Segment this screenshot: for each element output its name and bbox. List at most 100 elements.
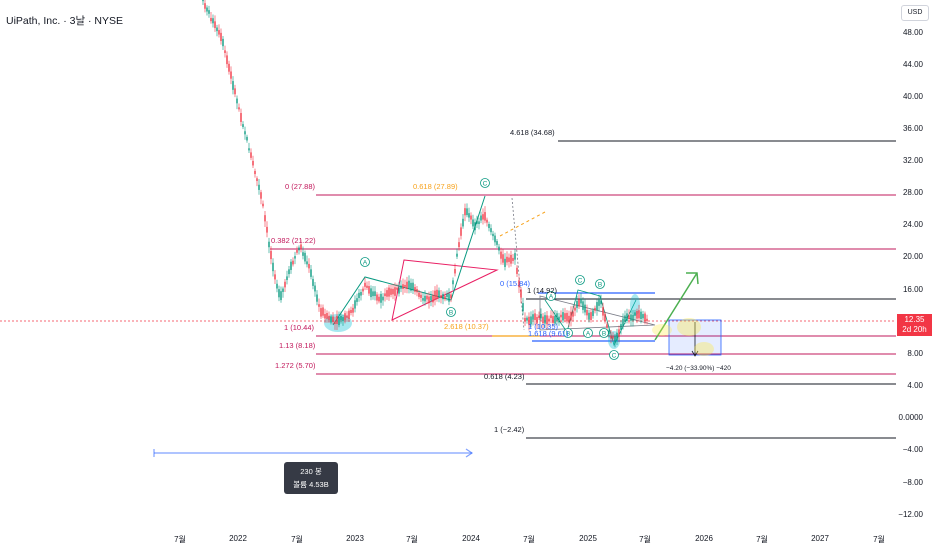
highlight-blob-3 bbox=[652, 324, 672, 336]
time-axis-label: 2022 bbox=[229, 534, 247, 543]
measure-arrowhead bbox=[691, 350, 699, 357]
bars-volume: 볼륨 4.53B bbox=[293, 480, 329, 489]
price-axis-label: 8.00 bbox=[907, 349, 923, 358]
candle-body bbox=[528, 316, 530, 325]
candle-body bbox=[296, 250, 298, 253]
fib-label-1: 1 (10.44) bbox=[284, 323, 315, 332]
candle-body bbox=[240, 113, 242, 122]
candle-body bbox=[364, 282, 366, 287]
candle-body bbox=[338, 317, 340, 326]
candle-body bbox=[220, 32, 222, 42]
candle-body bbox=[526, 317, 528, 321]
candle-body bbox=[398, 287, 400, 294]
candle-body bbox=[382, 296, 384, 301]
candle-body bbox=[562, 312, 564, 321]
candle-body bbox=[566, 312, 568, 322]
price-axis[interactable]: 48.00 44.00 40.00 36.00 32.00 28.00 24.00 20.00… bbox=[896, 0, 932, 522]
currency-button[interactable]: USD bbox=[901, 5, 929, 21]
fib-label-blue-low: 1.618 (9.61) bbox=[528, 329, 569, 338]
fib-label-orange-bottom: 2.618 (10.37) bbox=[444, 322, 489, 331]
candle-body bbox=[226, 55, 228, 65]
candle-body bbox=[244, 131, 246, 135]
candle-body bbox=[582, 301, 584, 310]
price-axis-label: 28.00 bbox=[902, 188, 923, 197]
candle-body bbox=[248, 148, 250, 151]
time-axis[interactable]: 7월 2022 7월 2023 7월 2024 7월 2025 7월 2026 7월 2027 7월 bbox=[0, 528, 896, 550]
candle-body bbox=[418, 292, 420, 297]
candle-body bbox=[256, 178, 258, 182]
candle-body bbox=[392, 288, 394, 295]
candle-body bbox=[314, 285, 316, 292]
candle-body bbox=[618, 329, 620, 337]
candle-body bbox=[636, 310, 638, 319]
candle-body bbox=[510, 254, 512, 264]
fib-label-neg1: 1 (−2.42) bbox=[494, 425, 525, 434]
candle-body bbox=[452, 280, 454, 285]
candle-body bbox=[478, 221, 480, 225]
candle-body bbox=[544, 315, 546, 324]
current-price-label: 12.35 2d 20h bbox=[897, 314, 932, 336]
candle-body bbox=[230, 71, 232, 79]
candle-body bbox=[506, 256, 508, 263]
candle-body bbox=[588, 312, 590, 320]
candle-body bbox=[632, 314, 634, 321]
candle-body bbox=[614, 336, 616, 344]
candle-body bbox=[638, 310, 640, 319]
vertical-dotted-line bbox=[511, 197, 525, 331]
svg-text:A: A bbox=[549, 294, 554, 301]
time-axis-label: 2026 bbox=[695, 534, 713, 543]
candle-body bbox=[204, 3, 206, 9]
candle-body bbox=[470, 215, 472, 220]
candle-body bbox=[540, 313, 542, 319]
chart-canvas[interactable]: A B C A C B B A B C bbox=[0, 0, 896, 522]
candle-body bbox=[444, 296, 446, 300]
candle-body bbox=[330, 316, 332, 323]
time-axis-label: 7월 bbox=[523, 535, 535, 544]
chart-title: UiPath, Inc. · 3날 · NYSE bbox=[6, 15, 124, 27]
candle-body bbox=[546, 315, 548, 325]
svg-text:C: C bbox=[483, 181, 488, 188]
candle-body bbox=[550, 315, 552, 319]
candle-body bbox=[254, 170, 256, 175]
candle-body bbox=[552, 316, 554, 323]
candle-body bbox=[538, 315, 540, 318]
candle-body bbox=[404, 284, 406, 287]
candle-body bbox=[278, 289, 280, 298]
fib-label-0382: 0.382 (21.22) bbox=[271, 236, 316, 245]
candle-body bbox=[602, 306, 604, 316]
price-axis-label: 4.00 bbox=[907, 381, 923, 390]
time-axis-label: 2023 bbox=[346, 534, 364, 543]
candle-body bbox=[304, 252, 306, 262]
candle-body bbox=[438, 290, 440, 298]
bars-range-tooltip: 230 봉 볼륨 4.53B bbox=[284, 462, 338, 494]
svg-text:B: B bbox=[598, 282, 602, 289]
candle-body bbox=[260, 192, 262, 199]
candle-body bbox=[352, 307, 354, 313]
price-axis-label: −4.00 bbox=[902, 445, 923, 454]
fib-label-1272: 1.272 (5.70) bbox=[275, 361, 316, 370]
candle-body bbox=[390, 288, 392, 295]
candle-body bbox=[336, 315, 338, 325]
candle-body bbox=[514, 253, 516, 260]
cyan-highlight-3 bbox=[630, 294, 640, 316]
chart-area[interactable]: A B C A C B B A B C UiPath, Inc. · 3날 · … bbox=[0, 0, 896, 522]
candle-body bbox=[474, 222, 476, 231]
candle-body bbox=[318, 304, 320, 307]
candle-body bbox=[288, 269, 290, 275]
candle-body bbox=[300, 244, 302, 249]
candle-body bbox=[366, 285, 368, 288]
candle-body bbox=[206, 7, 208, 12]
candle-body bbox=[530, 316, 532, 325]
candle-body bbox=[334, 321, 336, 325]
candle-body bbox=[310, 269, 312, 277]
candle-body bbox=[568, 315, 570, 323]
time-axis-label: 7월 bbox=[291, 535, 303, 544]
candle-body bbox=[212, 18, 214, 24]
candle-body bbox=[604, 313, 606, 322]
candle-body bbox=[448, 293, 450, 302]
svg-text:A: A bbox=[363, 260, 368, 267]
candle-body bbox=[580, 298, 582, 304]
price-axis-label: 24.00 bbox=[902, 220, 923, 229]
svg-text:A: A bbox=[586, 331, 591, 338]
candle-body bbox=[430, 296, 432, 301]
